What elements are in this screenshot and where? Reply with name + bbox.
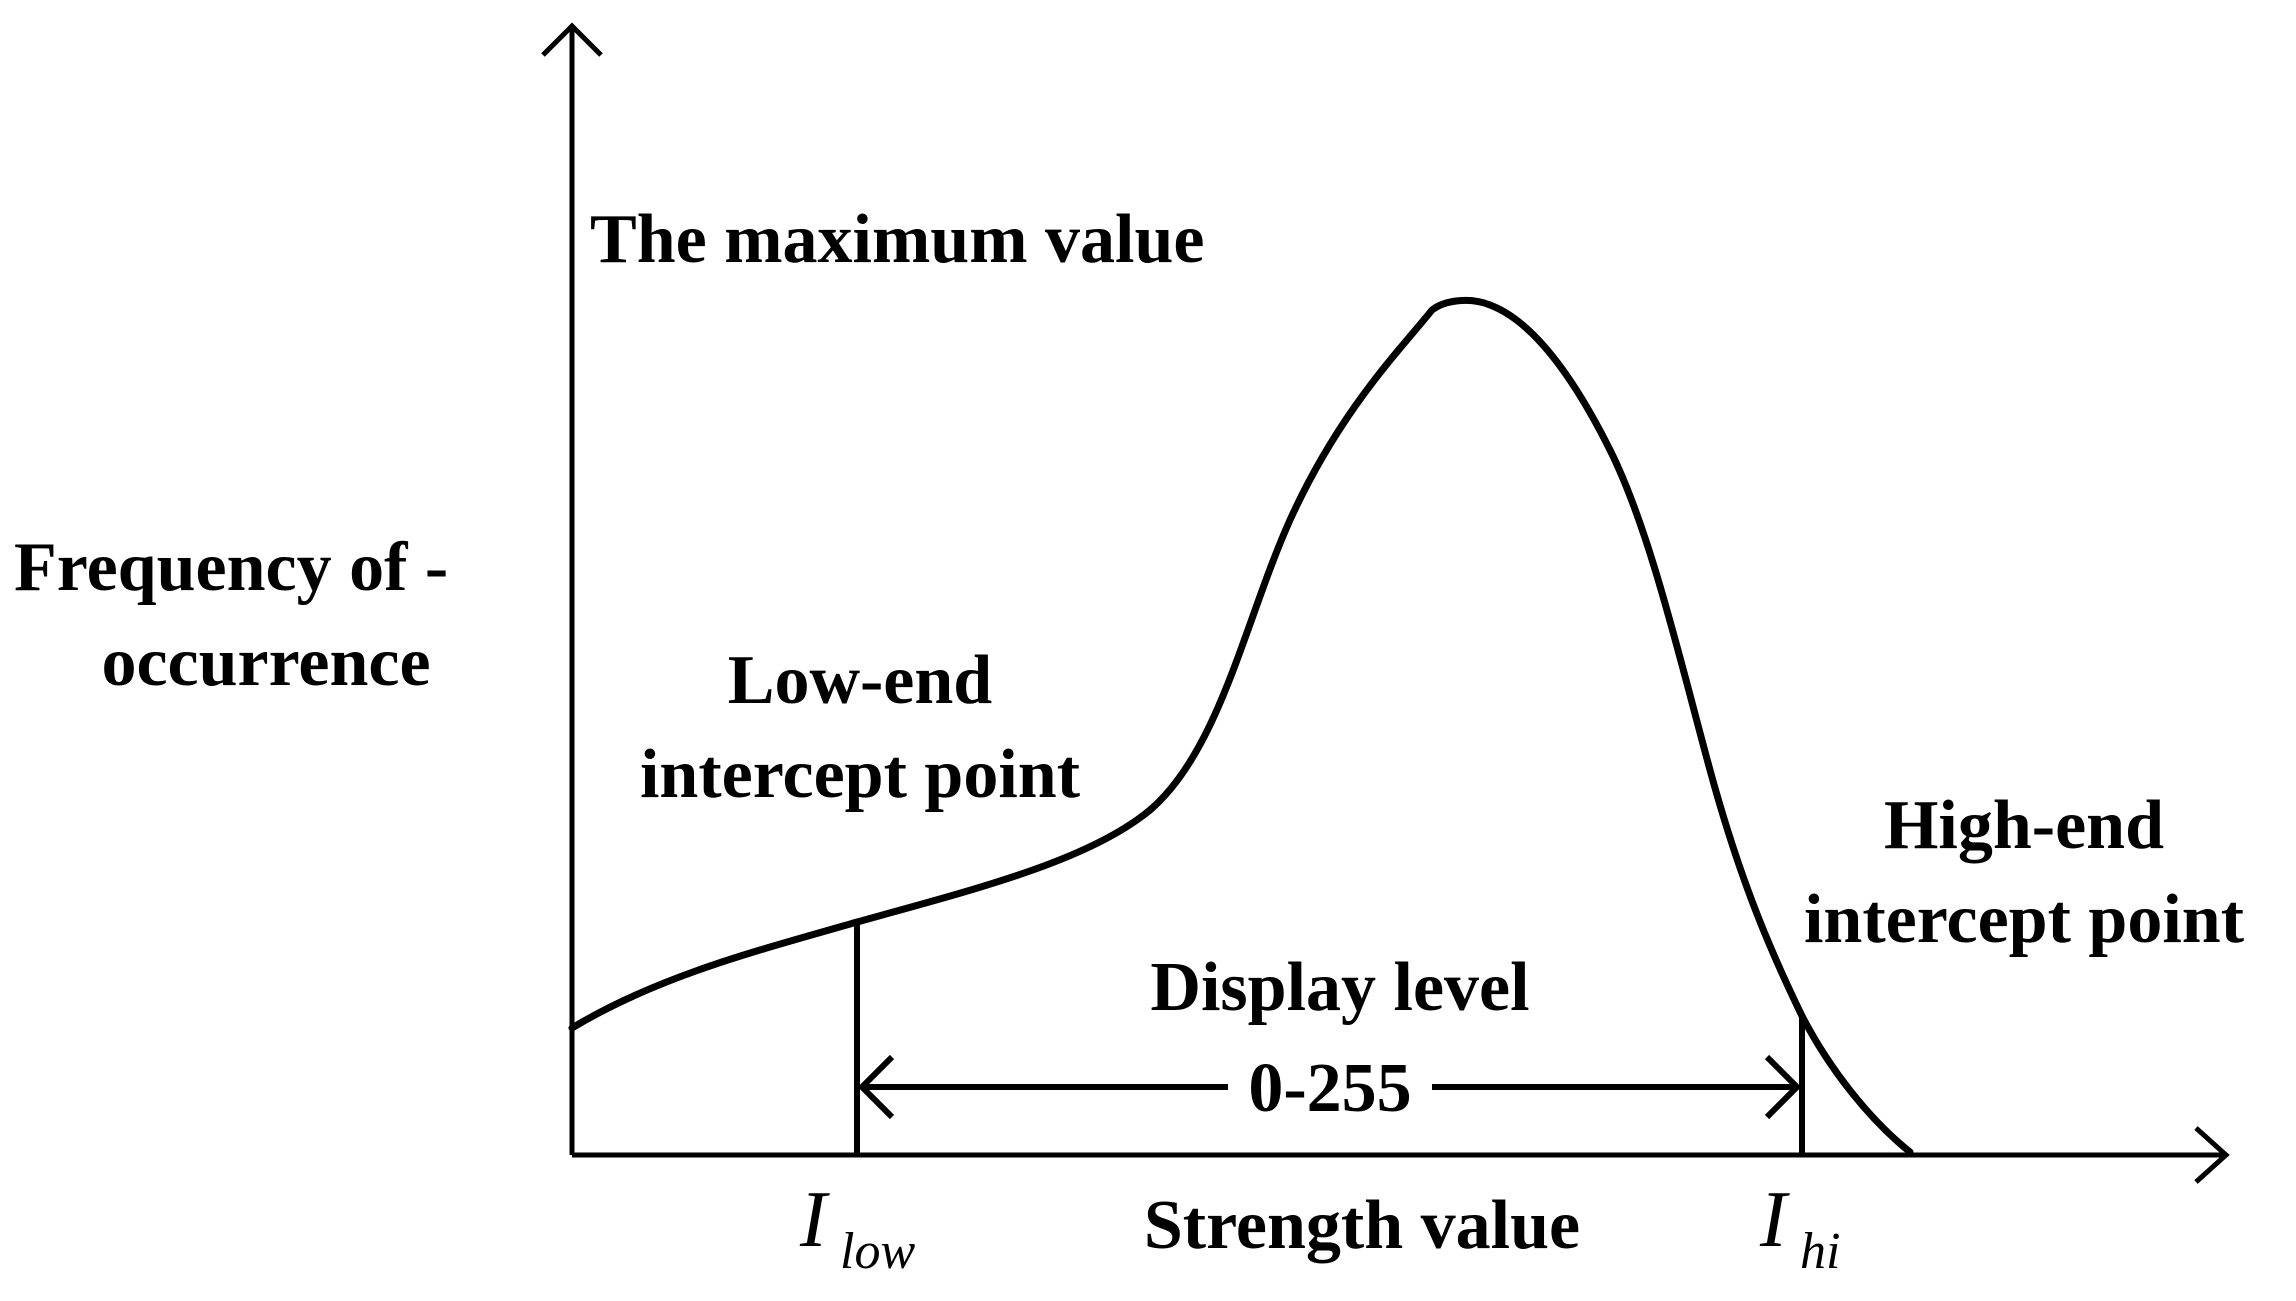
range-label-background — [1232, 1050, 1428, 1126]
y-axis-label-line2: occurrence — [101, 624, 430, 701]
i-low-symbol: I — [799, 1176, 830, 1264]
range-arrowhead-right — [1764, 1054, 1802, 1120]
range-arrowhead-left — [857, 1054, 895, 1120]
max-value-label: The maximum value — [590, 201, 1204, 278]
i-hi-symbol: I — [1759, 1176, 1790, 1264]
histogram-curve — [568, 296, 1914, 1156]
low-end-label-line1: Low-end — [728, 642, 993, 719]
high-end-label-line1: High-end — [1884, 787, 2164, 864]
range-label: 0-255 — [1248, 1050, 1411, 1127]
x-axis-arrowhead — [2194, 1126, 2230, 1184]
x-axis-label: Strength value — [1144, 1187, 1580, 1264]
y-axis-arrowhead — [541, 22, 603, 57]
i-low-subscript: low — [840, 1223, 915, 1280]
low-end-label-line2: intercept point — [640, 736, 1080, 813]
y-axis-label-line1: Frequency of - — [14, 529, 448, 606]
high-end-label-line2: intercept point — [1804, 881, 2244, 958]
display-level-label: Display level — [1150, 949, 1529, 1026]
i-hi-subscript: hi — [1800, 1223, 1840, 1280]
